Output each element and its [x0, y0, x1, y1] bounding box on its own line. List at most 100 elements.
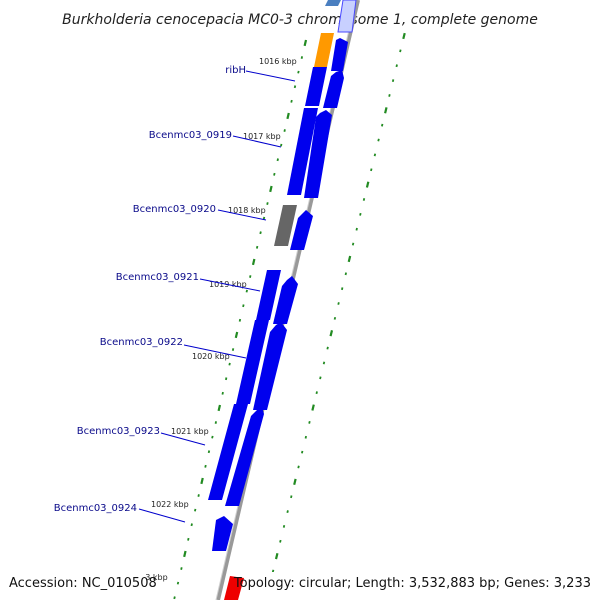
minor-tick [370, 168, 373, 172]
feature-track [208, 0, 357, 600]
cds-feature[interactable] [225, 407, 264, 506]
minor-tick [304, 435, 307, 439]
minor-tick [344, 272, 347, 276]
major-tick [329, 330, 334, 337]
rna-feature[interactable] [314, 33, 334, 67]
minor-tick [279, 539, 282, 543]
minor-tick [290, 99, 293, 103]
cds-feature[interactable] [290, 210, 313, 250]
minor-tick [224, 377, 228, 381]
minor-tick [214, 421, 217, 424]
cds-feature[interactable] [253, 322, 287, 410]
minor-tick [315, 391, 318, 395]
footer-bg [258, 572, 596, 592]
minor-tick [377, 138, 380, 142]
cds-feature[interactable] [287, 108, 318, 195]
label-leader-line [160, 432, 206, 446]
minor-tick [381, 123, 384, 127]
minor-tick [300, 56, 304, 59]
major-tick [402, 32, 406, 40]
gene-label-bcenmc03-0919[interactable]: Bcenmc03_0919 [149, 130, 232, 141]
label-leader-line [138, 508, 186, 523]
minor-tick [293, 85, 297, 89]
label-leader-line [199, 278, 261, 292]
minor-tick [204, 464, 207, 468]
kbp-label: 1018 kbp [228, 206, 266, 215]
gene-label-bcenmc03-0920[interactable]: Bcenmc03_0920 [133, 204, 216, 215]
minor-tick [283, 129, 286, 132]
minor-tick [259, 231, 262, 235]
minor-tick [276, 158, 279, 162]
major-tick [303, 39, 308, 47]
minor-tick [173, 596, 176, 600]
cds-feature[interactable] [337, 0, 357, 33]
major-tick [347, 255, 352, 263]
cds-feature[interactable] [323, 70, 344, 108]
major-tick [217, 404, 222, 412]
cds-feature[interactable] [304, 110, 332, 198]
gene-label-ribH[interactable]: ribH [225, 65, 246, 76]
footer-bg [4, 572, 146, 592]
gene-label-bcenmc03-0923[interactable]: Bcenmc03_0923 [77, 426, 160, 437]
minor-tick [319, 376, 322, 380]
cds-feature[interactable] [256, 270, 281, 320]
minor-tick [359, 212, 362, 216]
major-tick [365, 181, 370, 188]
minor-tick [231, 348, 235, 351]
major-tick [311, 404, 315, 411]
highlighted-feature[interactable] [224, 576, 244, 600]
kbp-label: 1016 kbp [259, 57, 297, 66]
minor-tick [395, 64, 398, 68]
kbp-label: 1017 kbp [243, 132, 281, 141]
kbp-label: 1022 kbp [151, 500, 189, 509]
gene-label-bcenmc03-0922[interactable]: Bcenmc03_0922 [100, 337, 183, 348]
minor-tick [341, 287, 344, 291]
minor-tick [280, 143, 283, 147]
minor-tick [211, 435, 214, 439]
gene-label-bcenmc03-0921[interactable]: Bcenmc03_0921 [116, 272, 199, 283]
label-leader-line [183, 344, 247, 359]
minor-tick [399, 49, 402, 53]
cds-feature[interactable] [208, 404, 248, 500]
major-tick [274, 552, 279, 560]
minor-tick [391, 79, 395, 83]
minor-tick [176, 581, 180, 585]
minor-tick [228, 362, 231, 366]
minor-tick [286, 510, 289, 513]
minor-tick [362, 198, 366, 201]
minor-tick [273, 172, 276, 176]
minor-tick [297, 70, 300, 74]
cds-feature[interactable] [325, 0, 341, 6]
minor-tick [271, 569, 275, 573]
minor-tick [207, 450, 211, 454]
major-tick [251, 258, 256, 266]
major-tick [200, 477, 204, 485]
major-tick [293, 478, 297, 486]
minor-tick [301, 450, 304, 454]
minor-tick [337, 302, 340, 305]
minor-tick [190, 523, 193, 527]
cds-feature[interactable] [273, 276, 298, 324]
kbp-label: 1020 kbp [192, 352, 230, 361]
minor-tick [197, 494, 200, 497]
label-leader-line [232, 135, 282, 148]
major-tick [183, 550, 187, 558]
gene-labels: ribH Bcenmc03_0919 Bcenmc03_0920 Bcenmc0… [54, 65, 296, 523]
pseudo-feature[interactable] [274, 205, 297, 246]
cds-feature[interactable] [212, 516, 233, 551]
cds-feature[interactable] [331, 38, 348, 71]
topology-text: Topology: circular; Length: 3,532,883 bp… [233, 576, 591, 591]
minor-tick [333, 316, 337, 320]
minor-tick [238, 318, 242, 322]
minor-tick [351, 242, 355, 246]
major-tick [384, 107, 388, 114]
minor-tick [355, 227, 358, 231]
major-tick [269, 185, 273, 193]
minor-tick [266, 202, 269, 205]
minor-tick [373, 153, 377, 157]
label-leader-line [245, 70, 296, 82]
cds-feature[interactable] [305, 67, 327, 106]
cds-feature[interactable] [236, 320, 269, 404]
gene-label-bcenmc03-0924[interactable]: Bcenmc03_0924 [54, 503, 137, 514]
